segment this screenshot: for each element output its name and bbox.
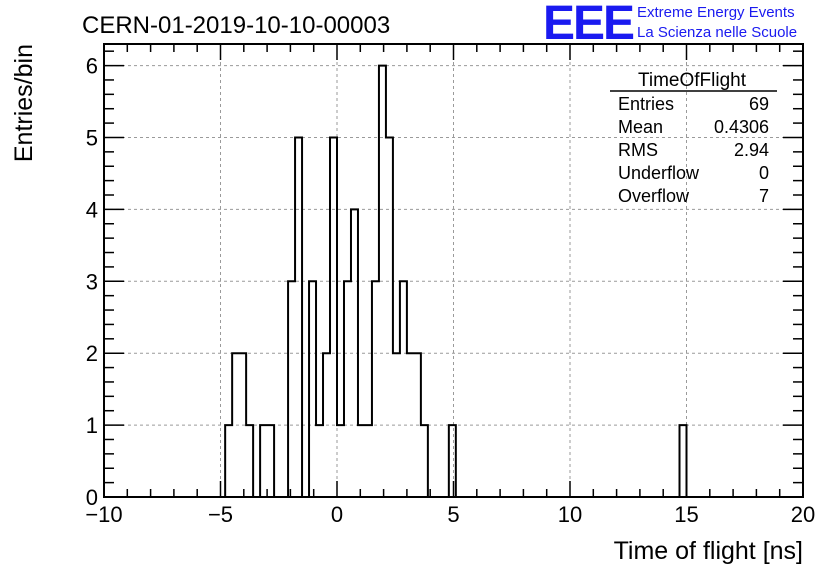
stats-value: 7 — [759, 186, 769, 206]
stats-label: Entries — [618, 94, 674, 114]
y-tick-label: 0 — [86, 485, 98, 510]
histogram-bin — [267, 425, 274, 497]
logo-line-1: Extreme Energy Events — [637, 4, 795, 21]
x-tick-label: 5 — [447, 502, 459, 527]
logo-line-2: La Scienza nelle Scuole — [637, 24, 798, 41]
stats-value: 69 — [749, 94, 769, 114]
histogram-bin — [295, 137, 302, 497]
y-tick-label: 4 — [86, 197, 98, 222]
grid-lines — [104, 44, 803, 497]
histogram-bin — [246, 425, 253, 497]
histogram-bin — [358, 425, 365, 497]
y-tick-label: 1 — [86, 413, 98, 438]
histogram-bin — [316, 425, 323, 497]
x-tick-label: 0 — [331, 502, 343, 527]
histogram-bin — [680, 425, 687, 497]
stats-label: Underflow — [618, 163, 700, 183]
stats-value: 0 — [759, 163, 769, 183]
eee-logo: EEE — [543, 0, 635, 50]
stats-label: RMS — [618, 140, 658, 160]
y-tick-label: 2 — [86, 341, 98, 366]
y-tick-label: 6 — [86, 54, 98, 79]
stats-box: TimeOfFlight Entries 69 Mean 0.4306 RMS 2.94 U… — [610, 70, 777, 206]
histogram-bin — [365, 425, 372, 497]
stats-label: Overflow — [618, 186, 690, 206]
histogram-outline — [224, 64, 688, 497]
histogram-bin — [330, 137, 337, 497]
histogram-bin — [449, 425, 456, 497]
histogram-bin — [344, 281, 351, 497]
histogram-bin — [372, 281, 379, 497]
y-tick-label: 5 — [86, 125, 98, 150]
histogram-bin — [337, 425, 344, 497]
histogram-bin — [421, 425, 428, 497]
x-tick-label: −5 — [208, 502, 233, 527]
y-tick-labels: 0 1 2 3 4 5 6 — [86, 54, 98, 510]
stats-label: Mean — [618, 117, 663, 137]
stats-title: TimeOfFlight — [638, 70, 747, 91]
stats-value: 2.94 — [734, 140, 769, 160]
stats-rows: Entries 69 Mean 0.4306 RMS 2.94 Underflow 0 Over… — [618, 94, 769, 206]
x-tick-label: 15 — [674, 502, 698, 527]
y-axis-title: Entries/bin — [10, 44, 38, 162]
histogram-bin — [225, 425, 232, 497]
run-id-title: CERN-01-2019-10-10-00003 — [82, 12, 390, 39]
axis-ticks — [103, 44, 804, 498]
y-tick-label: 3 — [86, 269, 98, 294]
stats-value: 0.4306 — [714, 117, 769, 137]
histogram-bin — [400, 281, 407, 497]
histogram-bin — [260, 425, 267, 497]
x-tick-labels: −10 −5 0 5 10 15 20 — [85, 502, 815, 527]
x-axis-title: Time of flight [ns] — [614, 537, 803, 565]
x-tick-label: −10 — [85, 502, 122, 527]
x-tick-label: 10 — [558, 502, 582, 527]
histogram-bin — [288, 281, 295, 497]
x-tick-label: 20 — [791, 502, 815, 527]
histogram-bin — [386, 137, 393, 497]
histogram-bin — [309, 281, 316, 497]
